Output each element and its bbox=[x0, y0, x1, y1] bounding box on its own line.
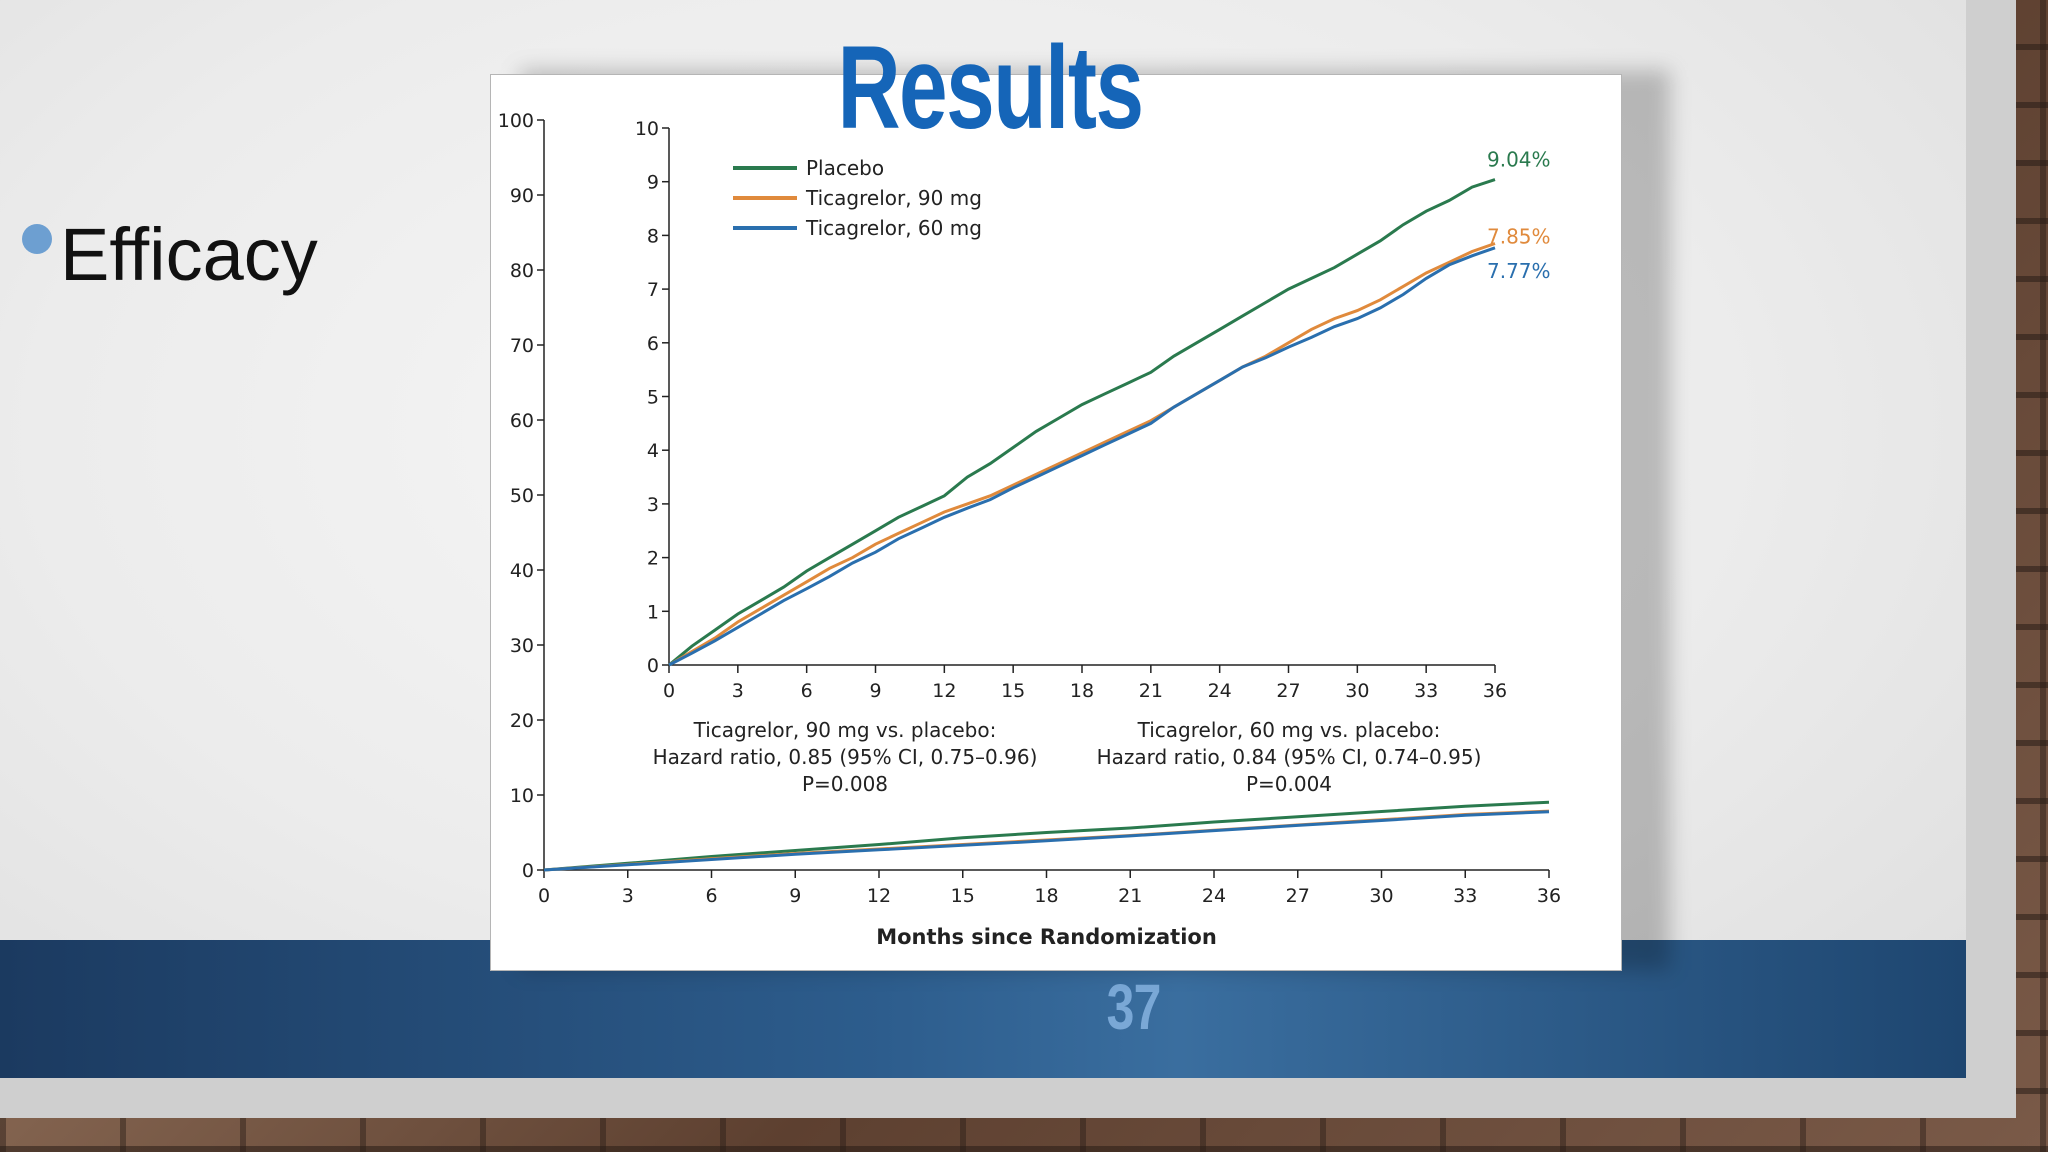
outer-y-tick-label: 40 bbox=[510, 560, 534, 582]
outer-series-line-placebo bbox=[543, 800, 1550, 872]
outer-y-tick-label: 100 bbox=[498, 110, 534, 132]
inset-end-label-tica90: 7.85% bbox=[1487, 224, 1551, 248]
inset-y-tick-label: 1 bbox=[647, 601, 659, 623]
hazard-annotation-line: P=0.004 bbox=[1246, 772, 1332, 796]
inset-series-line-tica90 bbox=[668, 242, 1496, 667]
outer-x-tick-label: 6 bbox=[705, 885, 717, 907]
inset-series-line-tica60 bbox=[668, 246, 1496, 667]
legend-label-tica90: Ticagrelor, 90 mg bbox=[805, 186, 982, 210]
bullet-dot-icon bbox=[22, 224, 52, 254]
outer-y-tick-label: 80 bbox=[510, 260, 534, 282]
inset-y-tick-label: 5 bbox=[647, 387, 659, 409]
inset-x-tick-label: 24 bbox=[1208, 680, 1232, 702]
outer-x-tick-label: 18 bbox=[1034, 885, 1058, 907]
hazard-annotation-line: P=0.008 bbox=[802, 772, 888, 796]
hazard-annotation-line: Hazard ratio, 0.85 (95% CI, 0.75–0.96) bbox=[653, 745, 1038, 769]
hazard-annotation-line: Hazard ratio, 0.84 (95% CI, 0.74–0.95) bbox=[1097, 745, 1482, 769]
inset-y-tick-label: 6 bbox=[647, 333, 659, 355]
outer-x-tick-label: 21 bbox=[1118, 885, 1142, 907]
inset-y-tick-label: 10 bbox=[635, 118, 659, 140]
outer-x-tick-label: 12 bbox=[867, 885, 891, 907]
inset-series-line-placebo bbox=[668, 178, 1496, 667]
inset-x-tick-label: 21 bbox=[1139, 680, 1163, 702]
outer-y-tick-label: 10 bbox=[510, 785, 534, 807]
chart-card: 0 10 20 30 40 50 60 70 80 90 100 0 3 6 9 12 15 18 21 24 27 30… bbox=[490, 74, 1622, 971]
outer-x-tick-label: 24 bbox=[1202, 885, 1226, 907]
inset-x-tick-label: 18 bbox=[1070, 680, 1094, 702]
inset-end-label-tica60: 7.77% bbox=[1487, 259, 1551, 283]
inset-y-tick-label: 4 bbox=[647, 440, 659, 462]
hazard-annotation-line: Ticagrelor, 90 mg vs. placebo: bbox=[693, 718, 997, 742]
outer-y-tick-label: 60 bbox=[510, 410, 534, 432]
outer-y-tick-label: 20 bbox=[510, 710, 534, 732]
inset-end-label-placebo: 9.04% bbox=[1487, 148, 1551, 172]
inset-x-tick-label: 36 bbox=[1483, 680, 1507, 702]
outer-x-tick-label: 36 bbox=[1537, 885, 1561, 907]
outer-y-tick-label: 90 bbox=[510, 185, 534, 207]
inset-x-tick-label: 9 bbox=[869, 680, 881, 702]
inset-x-tick-label: 6 bbox=[801, 680, 813, 702]
outer-x-tick-label: 9 bbox=[789, 885, 801, 907]
inset-y-tick-label: 9 bbox=[647, 172, 659, 194]
inset-y-tick-label: 8 bbox=[647, 225, 659, 247]
outer-x-tick-label: 3 bbox=[622, 885, 634, 907]
outer-y-tick-label: 50 bbox=[510, 485, 534, 507]
outer-y-tick-label: 70 bbox=[510, 335, 534, 357]
inset-x-tick-label: 3 bbox=[732, 680, 744, 702]
inset-x-tick-label: 33 bbox=[1414, 680, 1438, 702]
slide: 37 0 10 20 30 40 50 60 70 80 90 100 0 3 6 9 12 15 18 21 24 2… bbox=[0, 0, 1966, 1078]
outer-y-tick-label: 0 bbox=[522, 860, 534, 882]
inset-y-tick-label: 7 bbox=[647, 279, 659, 301]
bullet-text: Efficacy bbox=[60, 213, 318, 296]
legend-label-placebo: Placebo bbox=[806, 156, 884, 180]
inset-x-tick-label: 27 bbox=[1276, 680, 1300, 702]
outer-x-tick-label: 30 bbox=[1369, 885, 1393, 907]
outer-x-tick-label: 0 bbox=[538, 885, 550, 907]
inset-x-tick-label: 30 bbox=[1345, 680, 1369, 702]
inset-y-tick-label: 3 bbox=[647, 494, 659, 516]
outer-series-line-tica60 bbox=[543, 810, 1550, 872]
slide-title: Results bbox=[837, 22, 1144, 154]
outer-x-tick-label: 33 bbox=[1453, 885, 1477, 907]
inset-x-tick-label: 12 bbox=[932, 680, 956, 702]
inset-x-tick-label: 15 bbox=[1001, 680, 1025, 702]
outer-y-tick-label: 30 bbox=[510, 635, 534, 657]
inset-x-tick-label: 0 bbox=[663, 680, 675, 702]
outer-x-tick-label: 15 bbox=[951, 885, 975, 907]
inset-y-tick-label: 2 bbox=[647, 548, 659, 570]
page-number: 37 bbox=[1106, 971, 1162, 1043]
outer-x-axis-label: Months since Randomization bbox=[876, 925, 1217, 949]
outer-x-tick-label: 27 bbox=[1286, 885, 1310, 907]
legend-label-tica60: Ticagrelor, 60 mg bbox=[805, 216, 982, 240]
hazard-annotation-line: Ticagrelor, 60 mg vs. placebo: bbox=[1137, 718, 1441, 742]
inset-y-tick-label: 0 bbox=[647, 655, 659, 677]
